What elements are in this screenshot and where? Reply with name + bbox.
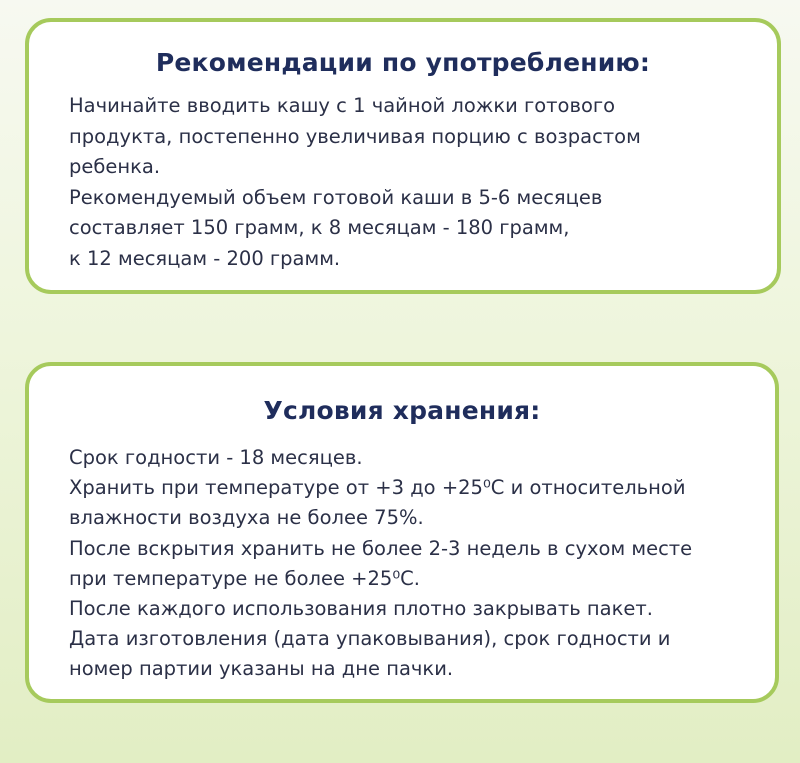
usage-line: составляет 150 грамм, к 8 месяцам - 180 … bbox=[69, 216, 570, 239]
storage-line: Хранить при температуре от +3 до +25⁰С и… bbox=[69, 476, 686, 500]
usage-title: Рекомендации по употреблению: bbox=[155, 48, 651, 77]
storage-text: Срок годности - 18 месяцев. Хранить при … bbox=[29, 443, 775, 685]
storage-line: номер партии указаны на дне пачки. bbox=[69, 657, 454, 681]
storage-conditions-card: Условия хранения: Срок годности - 18 мес… bbox=[25, 362, 779, 703]
usage-recommendations-card: Рекомендации по употреблению: Начинайте … bbox=[25, 18, 781, 294]
usage-line: к 12 месяцам - 200 грамм. bbox=[69, 246, 341, 270]
usage-text: Начинайте вводить кашу с 1 чайной ложки … bbox=[29, 91, 777, 274]
storage-line: Дата изготовления (дата упаковывания), с… bbox=[69, 627, 671, 651]
storage-line: После вскрытия хранить не более 2-3 неде… bbox=[69, 536, 693, 560]
storage-title: Условия хранения: bbox=[263, 396, 541, 425]
storage-line: После каждого использования плотно закры… bbox=[69, 597, 653, 621]
usage-line: Начинайте вводить кашу с 1 чайной ложки … bbox=[69, 94, 616, 117]
usage-line: продукта, постепенно увеличивая порцию с… bbox=[69, 124, 641, 148]
usage-line: ребенка. bbox=[69, 155, 161, 178]
storage-line: влажности воздуха не более 75%. bbox=[69, 506, 424, 530]
storage-line: при температуре не более +25⁰С. bbox=[69, 566, 420, 590]
usage-line: Рекомендуемый объем готовой каши в 5-6 м… bbox=[69, 185, 603, 209]
storage-line: Срок годности - 18 месяцев. bbox=[69, 446, 363, 469]
